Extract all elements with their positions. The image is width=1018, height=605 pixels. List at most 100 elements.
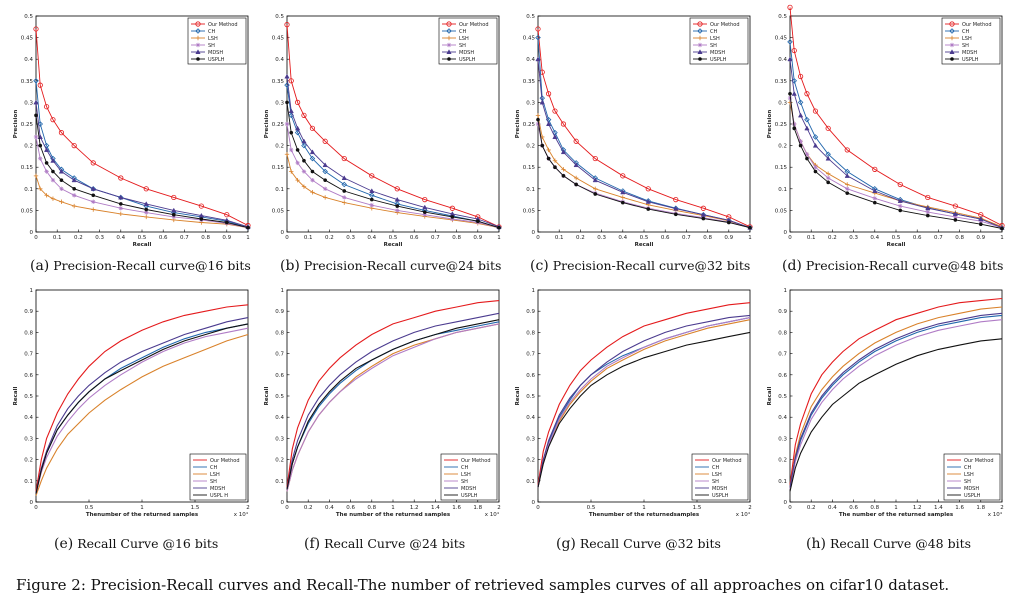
data-point-sh [322, 186, 328, 191]
legend-box [689, 17, 749, 65]
y-tick-label: 0.4 [526, 57, 535, 63]
data-point-our-method [118, 175, 124, 181]
x-tick-label: 0 [285, 235, 289, 241]
data-point-usplh [72, 187, 76, 191]
data-point-our-method [309, 125, 316, 131]
data-point-usplh [953, 218, 958, 222]
data-point-ch [797, 99, 804, 106]
y-tick-label: 0.6 [24, 373, 33, 379]
y-tick-label: 0.3 [24, 436, 33, 442]
data-point-usplh [873, 200, 877, 205]
data-point-our-method [925, 194, 931, 201]
data-point-sh [825, 175, 831, 181]
y-tick-label: 0.45 [21, 36, 34, 42]
x-tick-label: 0.5 [389, 235, 398, 241]
legend-entry-ch: CH [964, 465, 971, 471]
legend-marker-usplh [196, 57, 200, 61]
data-point-mdsh [90, 186, 96, 191]
series-line-sh [286, 323, 500, 492]
subcaption-letter: (b) [280, 258, 300, 274]
data-point-mdsh [369, 188, 375, 193]
y-axis-label: Precision [13, 110, 19, 139]
x-tick-label: 0.6 [346, 505, 355, 511]
y-tick-label: 0.4 [778, 57, 787, 63]
y-axis-label: Recall [13, 387, 19, 406]
chart-panel-f: 0 0.2 0.4 0.6 0.8 1 1.2 1.4 1.6 1.8 2 0 0.1 0.2 0.3 0.4… [264, 288, 501, 518]
data-point-mdsh [552, 134, 558, 139]
data-point-our-method [791, 47, 797, 54]
y-tick-label: 0.25 [272, 122, 285, 128]
data-point-usplh [553, 165, 557, 169]
legend-entry-lsh: LSH [210, 472, 220, 478]
x-tick-label: 0.1 [53, 235, 62, 241]
data-point-mdsh [284, 73, 290, 79]
x-tick-label: 1.5 [693, 505, 702, 511]
y-tick-label: 0.4 [526, 415, 535, 421]
data-point-mdsh [545, 121, 552, 127]
data-point-lsh [50, 196, 56, 201]
data-point-ch [33, 78, 39, 84]
legend-marker-sh [446, 42, 452, 48]
legend-entry-lsh: LSH [459, 36, 469, 42]
data-point-our-method [284, 22, 290, 28]
legend-marker-mdsh [949, 49, 955, 55]
data-point-mdsh [322, 162, 328, 168]
subcaption-letter: (h) [806, 536, 826, 552]
x-tick-label: 1.2 [410, 505, 419, 511]
series-line-uspl-h [35, 323, 249, 494]
data-point-sh [925, 209, 930, 215]
legend-marker-ch [949, 28, 955, 34]
data-point-usplh [546, 156, 551, 161]
legend-box [691, 453, 749, 501]
legend-entry-sh: SH [962, 43, 969, 49]
y-tick-label: 0.3 [778, 100, 787, 106]
data-point-usplh [979, 222, 983, 227]
data-point-usplh [44, 161, 49, 165]
x-tick-label: 0.3 [597, 235, 606, 241]
y-tick-label: 0.4 [275, 57, 284, 63]
series-line-ch [789, 314, 1003, 488]
series-line-our-method [35, 28, 249, 226]
chart-panel-c: 0 0.1 0.2 0.3 0.4 0.5 0.6 0.7 0.8 0.9 1 0 0.05 0.1 0.1… [515, 14, 753, 248]
x-tick-label: 0.4 [618, 235, 627, 241]
data-point-lsh [91, 207, 96, 212]
subcaption-letter: (e) [54, 536, 74, 552]
data-point-mdsh [171, 207, 177, 213]
data-point-our-method [58, 130, 65, 136]
y-tick-label: 0.4 [24, 57, 33, 63]
legend-marker-usplh [698, 57, 702, 61]
data-point-usplh [342, 189, 347, 193]
legend-entry-our-method: Our Method [962, 22, 992, 28]
legend-entry-our-method: Our Method [208, 22, 238, 28]
legend-marker-our-method [446, 21, 452, 27]
data-point-our-method [294, 99, 301, 106]
data-point-usplh [727, 220, 731, 225]
subcaption-text: Recall Curve @24 bits [324, 536, 466, 551]
data-point-lsh [144, 214, 149, 220]
legend-marker-ch [697, 28, 703, 34]
data-point-sh [872, 196, 877, 201]
data-point-our-method [797, 73, 804, 80]
y-tick-label: 0.8 [526, 330, 535, 336]
legend-entry-our-method: Our Method [459, 22, 489, 28]
series-line-our-method [286, 24, 500, 228]
y-tick-label: 0.2 [778, 144, 787, 150]
x-tick-label: 0.2 [325, 235, 334, 241]
data-point-mdsh [143, 201, 149, 206]
series-line-our-method [286, 300, 500, 488]
subcaption-text: Recall Curve @16 bits [77, 536, 219, 551]
y-tick-label: 0.1 [526, 479, 535, 485]
data-point-our-method [825, 125, 831, 131]
y-tick-label: 0.2 [275, 458, 284, 464]
data-point-mdsh [71, 177, 77, 183]
subcaption-c: (c) Precision-Recall curve@32 bits [530, 258, 750, 274]
x-tick-label: 0.5 [892, 235, 901, 241]
data-point-usplh [289, 130, 294, 135]
legend-entry-our-method: Our Method [710, 22, 740, 28]
x-tick-label: 0.8 [955, 235, 964, 241]
data-point-our-method [673, 197, 679, 203]
data-point-usplh [450, 215, 455, 219]
figure-caption: Figure 2: Precision-Recall curves and Re… [16, 576, 950, 594]
data-point-sh [301, 169, 307, 174]
y-tick-label: 0 [784, 230, 788, 236]
